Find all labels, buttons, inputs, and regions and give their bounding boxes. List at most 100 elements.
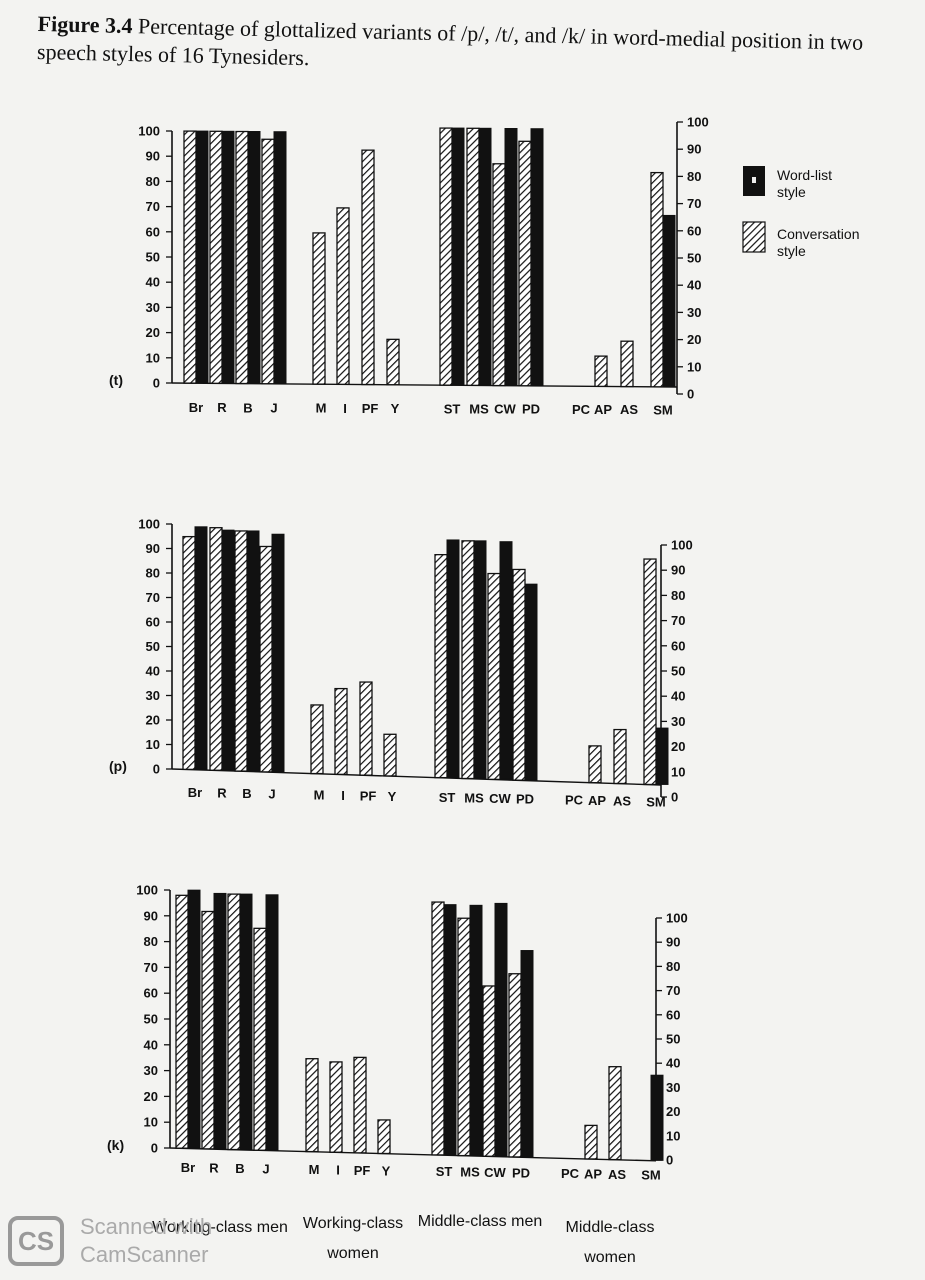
category-label-J: J: [270, 400, 277, 415]
left-y-tick-label: 100: [138, 124, 160, 139]
chart-panel-t: 0 10 20 30 40 50 60 70 80 90 100 0 10 20 30 40 50 60 70 80 9…: [109, 115, 709, 418]
bar-conversation-B: [234, 530, 248, 772]
chart-panel-k: 0 10 20 30 40 50 60 70 80 90 100 0 10 20 30 40 50 60 70 80 9…: [107, 883, 688, 1183]
legend-label-word-list: Word-list style: [777, 167, 832, 200]
bar-conversation-MS: [457, 917, 471, 1157]
right-y-tick-label: 100: [666, 911, 688, 926]
left-y-tick-label: 40: [146, 275, 160, 290]
legend-word-list-line1: Word-list: [777, 167, 832, 183]
left-y-tick-label: 70: [146, 199, 160, 214]
category-label-MS: MS: [469, 401, 489, 416]
bar-conversation-CW: [487, 572, 501, 780]
category-label-PD: PD: [516, 792, 534, 807]
legend-dot-word-list: [752, 177, 756, 183]
category-label-AS: AS: [613, 794, 631, 809]
bar-conversation-M: [310, 704, 324, 775]
category-label-MS: MS: [460, 1165, 480, 1180]
left-y-tick-label: 60: [144, 986, 158, 1001]
legend-word-list-line2: style: [777, 184, 806, 200]
category-label-R: R: [217, 786, 227, 801]
bar-conversation-B: [235, 130, 249, 385]
category-label-M: M: [314, 788, 325, 803]
bar-conversation-MS: [461, 540, 475, 780]
category-label-PF: PF: [362, 401, 379, 416]
category-label-CW: CW: [484, 1165, 506, 1180]
bar-conversation-CW: [492, 163, 506, 387]
right-y-tick-label: 30: [687, 305, 701, 320]
legend-conversation-line1: Conversation: [777, 226, 860, 242]
right-y-tick-label: 80: [666, 959, 680, 974]
legend-conversation-line2: style: [777, 243, 806, 259]
bar-conversation-R: [209, 130, 223, 384]
right-y-tick-label: 100: [671, 538, 693, 553]
right-y-tick-label: 60: [666, 1007, 680, 1022]
category-label-AP: AP: [588, 793, 606, 808]
right-y-tick-label: 50: [687, 251, 701, 266]
bar-conversation-Y: [377, 1119, 391, 1155]
left-y-tick-label: 50: [146, 250, 160, 265]
left-y-tick-label: 90: [146, 149, 160, 164]
category-label-PF: PF: [354, 1163, 371, 1178]
legend: Word-list style Conversation style: [742, 166, 860, 259]
category-label-Y: Y: [388, 789, 397, 804]
left-y-tick-label: 40: [144, 1037, 158, 1052]
bar-word-list-ST: [446, 539, 460, 779]
right-y-tick-label: 40: [687, 278, 701, 293]
bar-word-list-ST: [451, 127, 465, 386]
bar-conversation-M: [312, 232, 326, 385]
left-y-tick-label: 80: [146, 566, 160, 581]
left-y-tick-label: 0: [153, 376, 160, 391]
right-y-tick-label: 90: [666, 935, 680, 950]
bar-conversation-R: [209, 527, 223, 771]
right-y-tick-label: 40: [671, 689, 685, 704]
category-label-ST: ST: [436, 1164, 453, 1179]
watermark-line2: CamScanner: [80, 1242, 209, 1267]
left-y-tick-label: 80: [146, 174, 160, 189]
bar-conversation-Br: [183, 130, 197, 384]
category-label-J: J: [262, 1161, 269, 1176]
bar-conversation-AP: [584, 1124, 598, 1160]
bar-conversation-SM: [643, 558, 657, 786]
bar-word-list-B: [246, 530, 260, 772]
left-y-tick-label: 70: [144, 960, 158, 975]
bar-conversation-PD: [512, 568, 526, 781]
bar-conversation-J: [253, 927, 267, 1151]
right-y-tick-label: 60: [671, 638, 685, 653]
right-y-tick-label: 80: [687, 169, 701, 184]
bar-conversation-J: [259, 545, 273, 773]
bar-word-list-R: [221, 529, 235, 771]
bar-conversation-AS: [613, 728, 627, 785]
bar-conversation-PD: [508, 973, 522, 1158]
bar-word-list-PD: [524, 583, 538, 781]
left-y-tick-label: 60: [146, 615, 160, 630]
category-label-Y: Y: [382, 1163, 391, 1178]
bar-conversation-CW: [482, 985, 496, 1157]
right-y-tick-label: 40: [666, 1056, 680, 1071]
category-label-I: I: [341, 788, 345, 803]
category-label-ST: ST: [439, 790, 456, 805]
group-label-wc-women: Working-class women: [283, 1209, 423, 1269]
bar-conversation-B: [227, 893, 241, 1151]
category-label-R: R: [217, 400, 227, 415]
camscanner-logo: CS: [8, 1216, 64, 1266]
bar-word-list-CW: [494, 902, 508, 1157]
right-y-tick-label: 100: [687, 115, 709, 130]
right-y-tick-label: 20: [671, 739, 685, 754]
left-y-tick-label: 20: [146, 325, 160, 340]
bar-word-list-CW: [504, 128, 518, 387]
bar-word-list-SM: [662, 214, 676, 388]
legend-swatch-conversation: [742, 221, 766, 253]
bar-conversation-I: [334, 687, 348, 775]
right-y-tick-label: 0: [666, 1153, 673, 1168]
bar-conversation-Br: [182, 535, 196, 771]
left-y-tick-label: 90: [144, 908, 158, 923]
category-label-B: B: [242, 786, 251, 801]
bar-word-list-Br: [187, 889, 201, 1149]
category-label-B: B: [243, 400, 252, 415]
bar-word-list-SM: [655, 727, 669, 785]
left-y-tick-label: 10: [144, 1115, 158, 1130]
category-label-SM: SM: [646, 794, 666, 809]
category-label-J: J: [268, 787, 275, 802]
category-label-PD: PD: [512, 1165, 530, 1180]
